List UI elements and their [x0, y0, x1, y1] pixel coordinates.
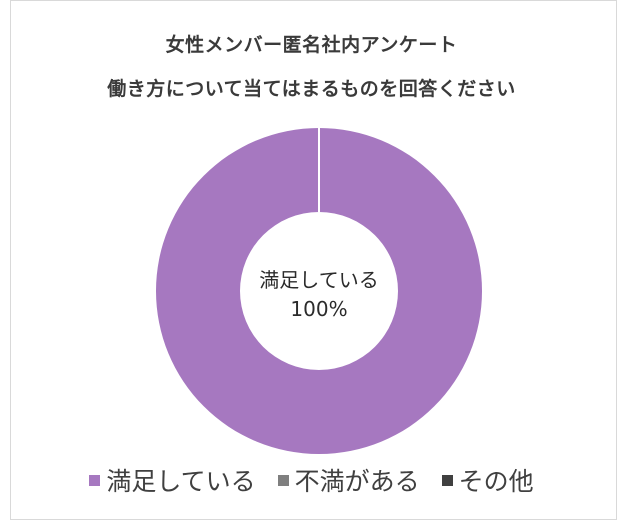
chart-title: 女性メンバー匿名社内アンケート: [165, 34, 458, 56]
data-label-category: 満足している: [259, 268, 378, 292]
donut-slice-0: [155, 127, 483, 455]
chart-legend: 満足している 不満がある その他: [0, 462, 623, 498]
legend-label-dissatisfied: 不満がある: [294, 467, 420, 496]
donut-slices: [155, 127, 483, 455]
donut-chart: 満足している 100%: [155, 127, 483, 455]
data-label-percent: 100%: [290, 297, 347, 321]
legend-label-satisfied: 満足している: [106, 467, 256, 496]
legend-swatch-satisfied: [89, 474, 101, 486]
legend-swatch-dissatisfied: [277, 474, 289, 486]
legend-swatch-other: [441, 474, 453, 486]
legend-item-satisfied: 満足している: [89, 462, 256, 498]
legend-item-other: その他: [441, 462, 534, 498]
legend-item-dissatisfied: 不満がある: [277, 462, 420, 498]
chart-subtitle: 働き方について当てはまるものを回答ください: [107, 78, 516, 100]
legend-label-other: その他: [458, 467, 534, 496]
